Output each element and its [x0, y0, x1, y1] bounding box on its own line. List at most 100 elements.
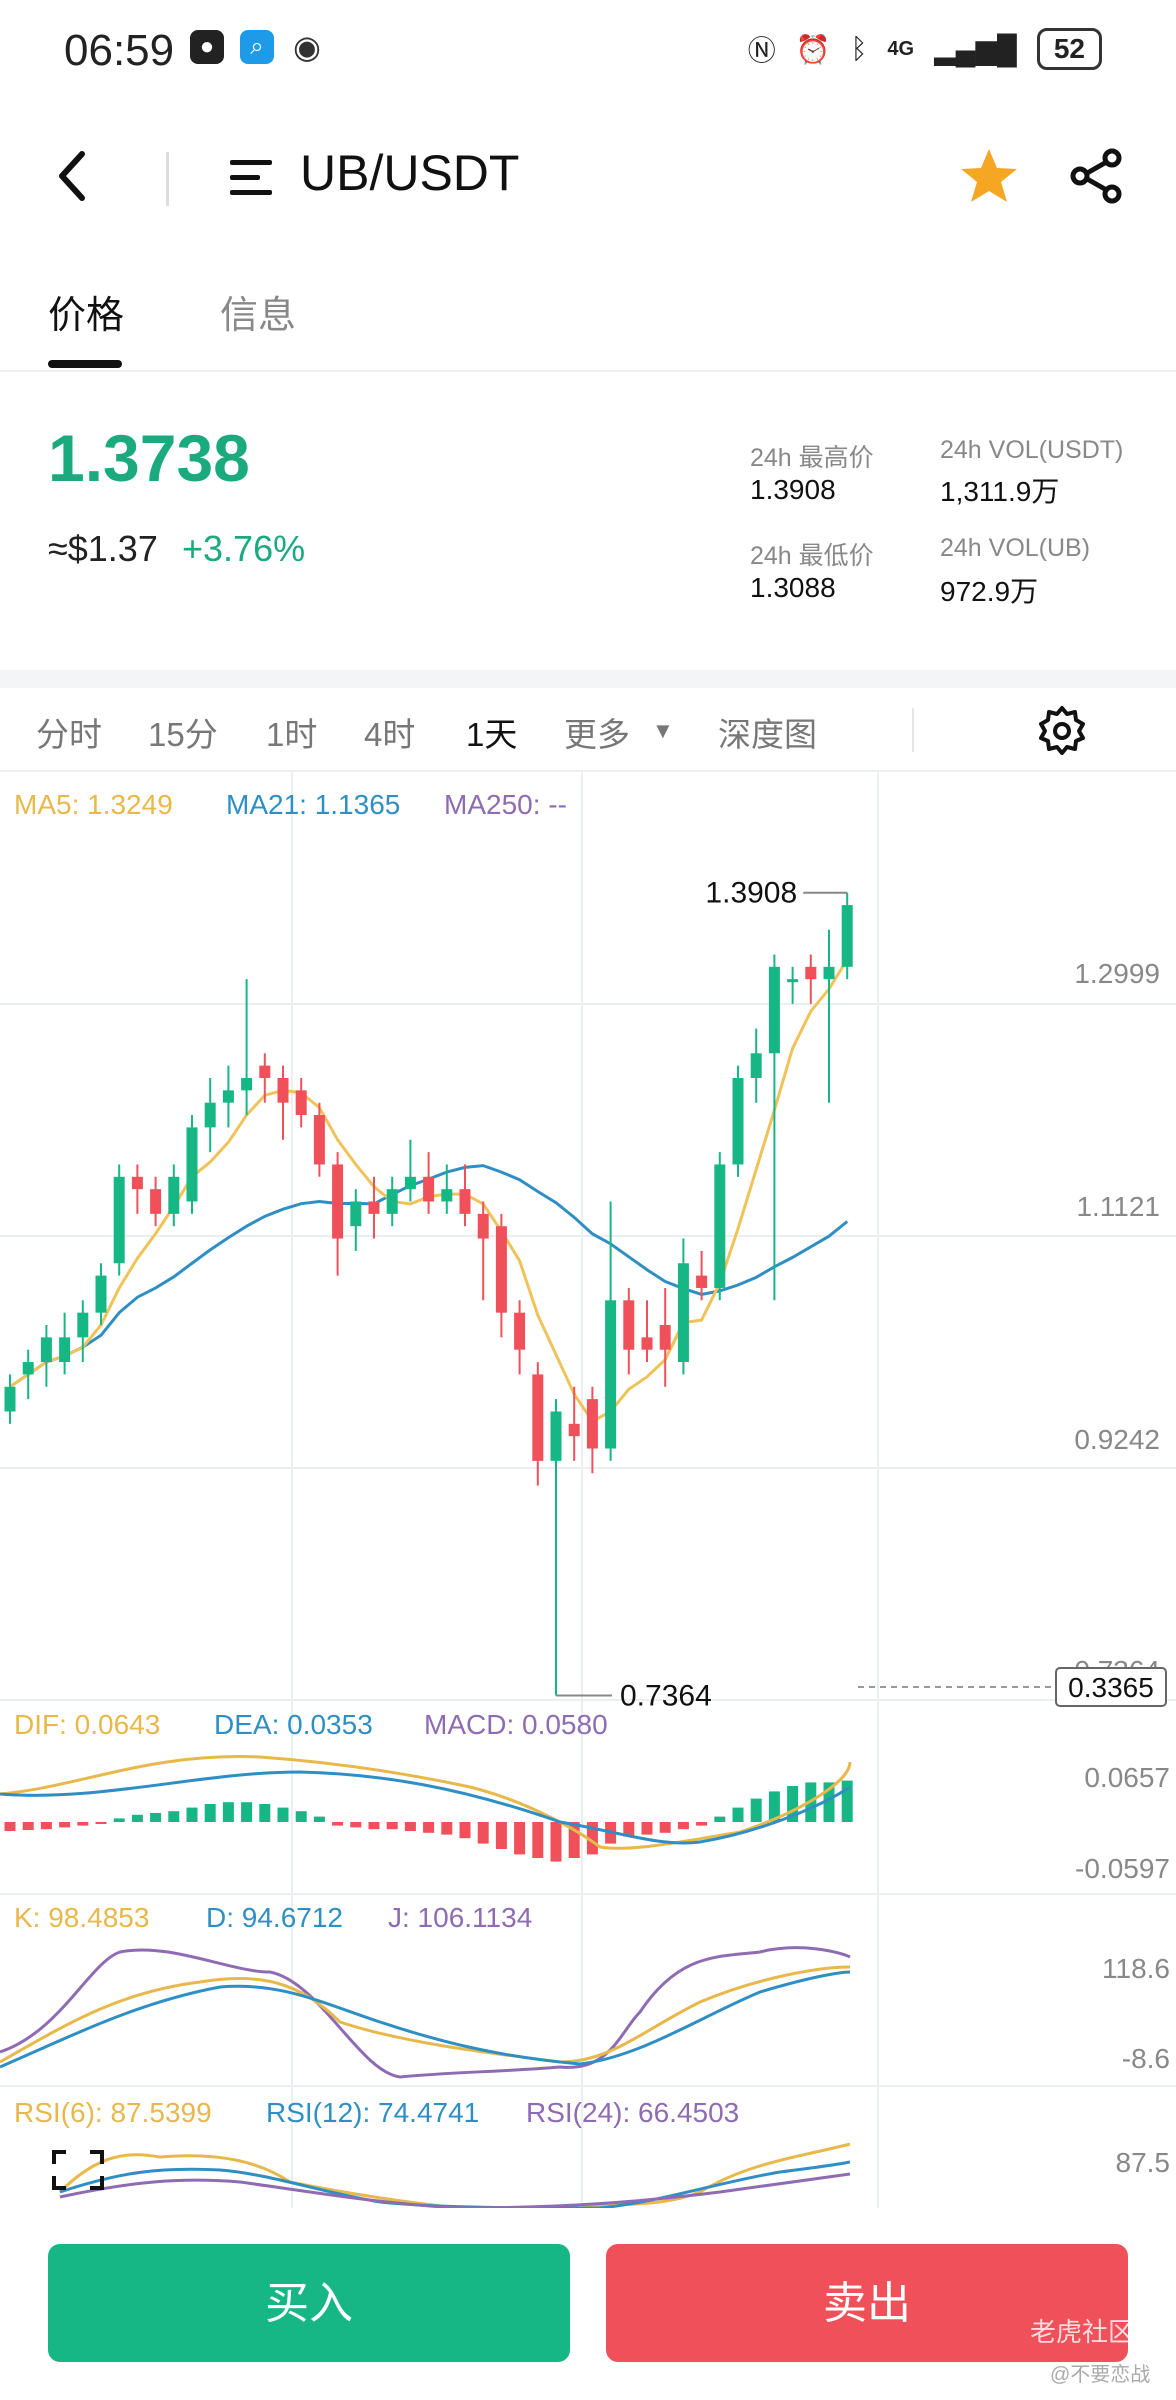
- rsi24-legend: RSI(24): 66.4503: [526, 2097, 739, 2128]
- candle: [259, 1065, 271, 1078]
- candle: [313, 1115, 325, 1165]
- macd-bar: [423, 1822, 435, 1833]
- y-tick: 1.1121: [1076, 1191, 1160, 1222]
- price-chart[interactable]: MA5: 1.3249 MA21: 1.1365 MA250: -- 1.299…: [0, 772, 1176, 2208]
- vol-usdt-value: 1,311.9万: [940, 476, 1060, 507]
- current-price-value: 0.3365: [1068, 1672, 1154, 1703]
- kdj-tick: -8.6: [1122, 2043, 1170, 2074]
- interval-1h[interactable]: 1时: [266, 716, 318, 753]
- y-tick: 1.2999: [1074, 958, 1160, 989]
- macd-bar: [350, 1822, 362, 1828]
- macd-bar: [131, 1814, 143, 1822]
- candle: [150, 1189, 162, 1214]
- macd-tick: 0.0657: [1084, 1762, 1170, 1793]
- candle: [586, 1399, 598, 1449]
- high-value: 1.3908: [750, 474, 836, 505]
- candle: [459, 1189, 471, 1214]
- high-label: 24h 最高价: [750, 444, 874, 472]
- macd-bar: [623, 1822, 635, 1837]
- tab-price[interactable]: 价格: [48, 295, 125, 337]
- percent-change: +3.76%: [182, 528, 306, 569]
- candle: [696, 1275, 708, 1288]
- k-line: [0, 1965, 851, 2064]
- eye-icon: ◉: [290, 30, 324, 64]
- candle: [732, 1077, 744, 1165]
- rsi-tick: 87.5: [1116, 2147, 1171, 2178]
- macd-bar: [241, 1802, 253, 1822]
- chevron-down-icon[interactable]: ▼: [652, 718, 674, 743]
- macd-bar: [495, 1822, 507, 1849]
- macd-bar: [168, 1811, 180, 1822]
- candle: [277, 1077, 289, 1103]
- fullscreen-icon[interactable]: [52, 2150, 104, 2190]
- usd-price: ≈$1.37: [48, 528, 158, 569]
- dif-legend: DIF: 0.0643: [14, 1709, 160, 1740]
- high-annotation: 1.3908: [705, 877, 797, 910]
- favorite-star-icon[interactable]: [958, 146, 1020, 208]
- candle: [241, 1077, 253, 1091]
- interval-more[interactable]: 更多: [564, 716, 630, 753]
- share-icon[interactable]: [1066, 146, 1126, 206]
- watermark-user: @不要恋战: [1050, 2364, 1151, 2386]
- candle: [350, 1201, 362, 1227]
- sell-button[interactable]: 卖出: [606, 2244, 1128, 2362]
- macd-bar: [477, 1822, 489, 1844]
- rsi12-line: [59, 2160, 851, 2208]
- macd-bar: [222, 1802, 234, 1822]
- candle: [22, 1362, 34, 1375]
- vol-ub-value: 972.9万: [940, 576, 1039, 607]
- candle: [77, 1312, 89, 1338]
- macd-bar: [259, 1804, 271, 1822]
- interval-15m[interactable]: 15分: [148, 716, 218, 753]
- interval-1d[interactable]: 1天: [466, 716, 518, 753]
- interval-timeshare[interactable]: 分时: [36, 716, 102, 753]
- interval-bar: 分时 15分 1时 4时 1天 更多 ▼ 深度图: [0, 688, 1176, 772]
- candle: [605, 1300, 617, 1449]
- d-legend: D: 94.6712: [206, 1902, 343, 1933]
- macd-bar: [677, 1822, 689, 1830]
- back-arrow-icon[interactable]: [52, 146, 92, 206]
- candle: [787, 979, 799, 983]
- status-time: 06:59: [64, 26, 175, 75]
- interval-4h[interactable]: 4时: [364, 716, 416, 753]
- candle: [768, 966, 780, 1054]
- ma250-legend: MA250: --: [444, 789, 567, 820]
- dif-line: [0, 1755, 852, 1850]
- buy-button[interactable]: 买入: [48, 2244, 570, 2362]
- candle: [477, 1213, 489, 1239]
- candle: [677, 1263, 689, 1363]
- nfc-icon: Ⓝ: [747, 35, 776, 66]
- candle: [113, 1176, 125, 1264]
- candle: [641, 1337, 653, 1350]
- macd-bar: [696, 1822, 708, 1826]
- macd-bar: [459, 1822, 471, 1839]
- header-divider: [166, 152, 169, 206]
- macd-bar: [332, 1822, 344, 1826]
- macd-bar: [586, 1822, 598, 1855]
- gear-icon[interactable]: [1036, 704, 1088, 756]
- dea-line: [0, 1770, 851, 1845]
- tab-info[interactable]: 信息: [220, 295, 297, 337]
- macd-bar: [186, 1807, 198, 1822]
- candle: [495, 1226, 507, 1313]
- candle: [514, 1312, 526, 1350]
- y-tick: 0.9242: [1074, 1424, 1160, 1455]
- candle: [404, 1176, 416, 1190]
- macd-bar: [659, 1822, 671, 1833]
- macd-bar: [4, 1822, 16, 1831]
- candle: [659, 1325, 671, 1350]
- status-bar: 06:59 ● ⌕ ◉ Ⓝ ⏰ ᛒ 4G ▂▄▆█ 52: [0, 0, 1176, 100]
- menu-list-icon[interactable]: [230, 156, 276, 200]
- macd-tick: -0.0597: [1075, 1853, 1170, 1884]
- interval-depth[interactable]: 深度图: [718, 716, 817, 753]
- pair-title[interactable]: UB/USDT: [300, 145, 520, 201]
- macd-bar: [768, 1791, 780, 1822]
- macd-bar: [368, 1822, 380, 1830]
- trade-actions: 买入 卖出 老虎社区 @不要恋战: [0, 2210, 1176, 2400]
- macd-bar: [714, 1816, 726, 1822]
- rsi6-legend: RSI(6): 87.5399: [14, 2097, 212, 2128]
- battery-indicator: 52: [1036, 28, 1102, 70]
- macd-bar: [150, 1813, 162, 1822]
- macd-legend: MACD: 0.0580: [424, 1709, 608, 1740]
- macd-bar: [113, 1818, 125, 1822]
